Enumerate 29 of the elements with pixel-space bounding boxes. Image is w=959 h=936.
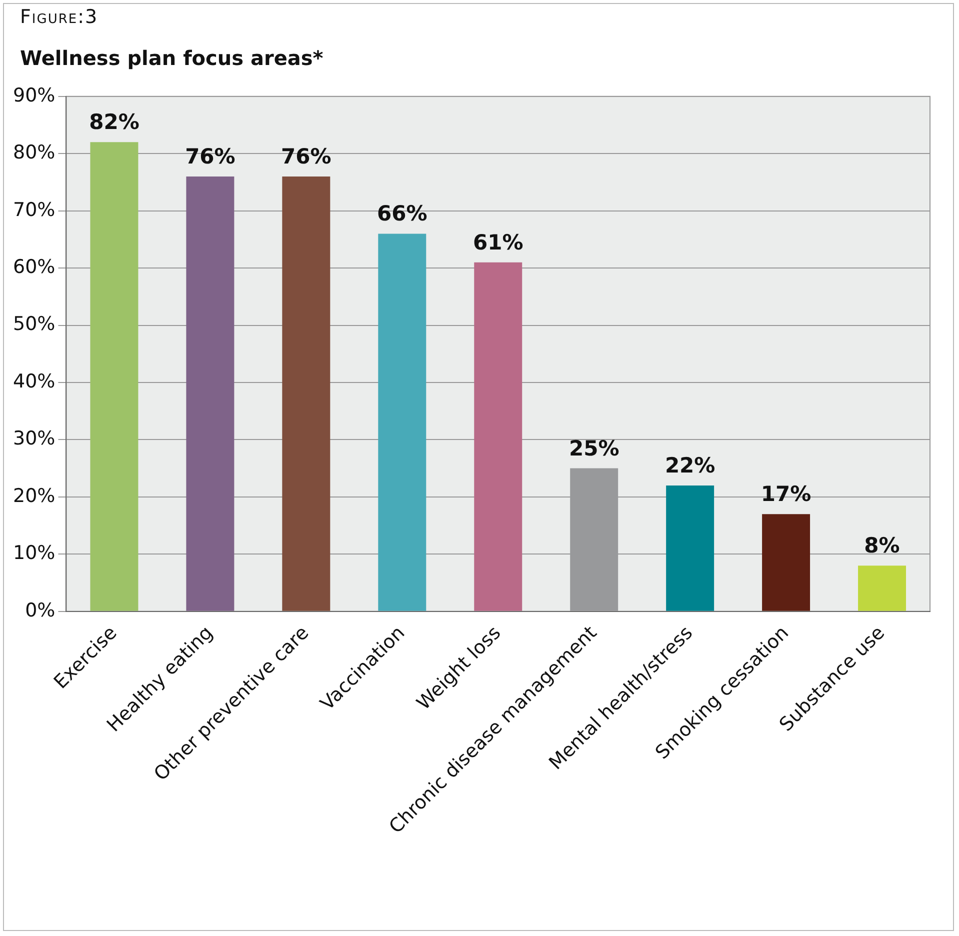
bar (378, 234, 426, 611)
y-tick-label: 80% (12, 142, 56, 164)
y-tick-label: 70% (12, 198, 56, 221)
data-label: 25% (568, 436, 620, 460)
y-tick-label: 20% (12, 484, 56, 507)
y-tick-label: 40% (12, 370, 56, 392)
data-label: 76% (185, 144, 236, 168)
chart-title: Figure:3 (20, 6, 98, 28)
data-label: 82% (89, 110, 140, 134)
bar (186, 176, 234, 611)
bar (282, 176, 330, 611)
bar (762, 514, 810, 611)
data-label: 22% (664, 453, 716, 478)
chart-subtitle: Wellness plan focus areas* (20, 46, 324, 70)
bar (858, 566, 906, 611)
y-tick-label: 30% (12, 428, 56, 450)
data-label: 61% (472, 230, 524, 254)
bar (474, 262, 522, 611)
data-label: 8% (864, 534, 900, 558)
data-label: 17% (760, 482, 812, 506)
bar (666, 485, 714, 611)
bar (90, 142, 138, 611)
y-tick-label: 60% (12, 256, 56, 278)
data-label: 76% (281, 144, 332, 168)
y-tick-label: 50% (12, 313, 56, 336)
y-tick-label: 90% (12, 84, 56, 106)
data-label: 66% (377, 202, 428, 226)
y-tick-label: 0% (25, 599, 56, 622)
y-tick-label: 10% (12, 542, 56, 564)
